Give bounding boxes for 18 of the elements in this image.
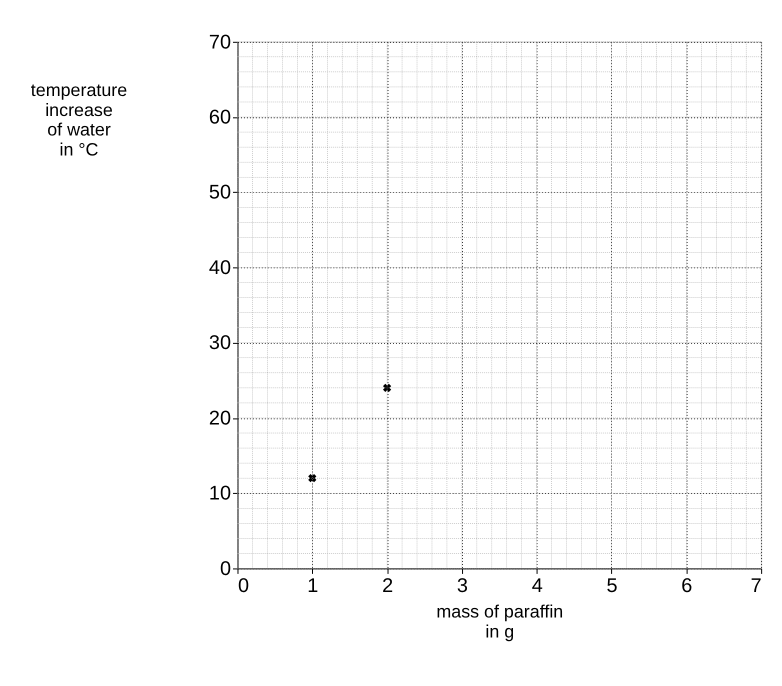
x-tick-label: 4 [532,574,543,597]
y-tick-label: 70 [208,31,232,54]
y-tick-label: 20 [208,407,232,430]
y-tick-label: 40 [208,256,232,279]
x-tick-label: 6 [681,574,692,597]
y-tick-label: 30 [208,332,232,354]
x-tick-label: 2 [382,574,394,597]
y-axis-title: temperature increase of water in °C [30,80,128,160]
x-tick-label: 1 [307,574,318,597]
x-tick-label: 3 [456,574,468,597]
y-tick-label: 10 [208,482,232,505]
x-tick-label: 0 [238,574,250,597]
x-tick-label: 7 [750,574,762,597]
x-axis-title: mass of paraffin in g [436,602,564,642]
y-tick-label: 50 [208,182,232,204]
x-tick-label: 5 [606,574,618,597]
y-tick-label: 60 [208,106,232,128]
y-tick-label: 0 [220,558,232,580]
